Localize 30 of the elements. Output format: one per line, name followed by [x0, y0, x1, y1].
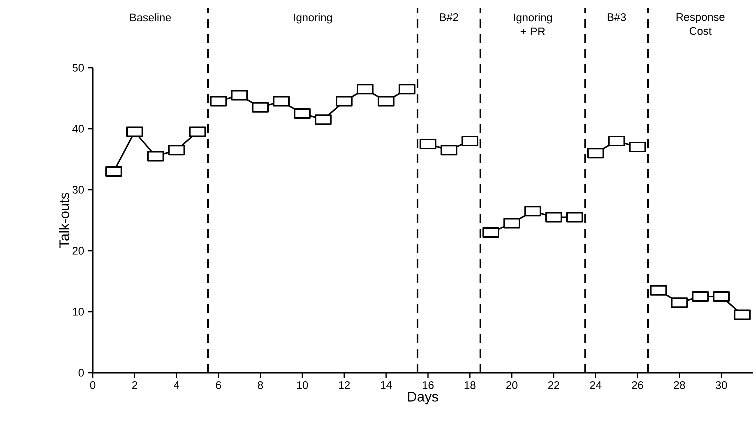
y-axis-title: Talk-outs [59, 193, 70, 248]
y-tick-label: 20 [72, 247, 84, 255]
x-tick-label: 2 [132, 382, 138, 390]
text: B#3 [608, 14, 626, 22]
x-tick-label: 20 [506, 382, 518, 390]
text: Ignoring + PR [514, 14, 552, 36]
x-tick-label: 16 [422, 382, 434, 390]
text: B#2 [440, 14, 458, 22]
x-tick-label: 26 [632, 382, 644, 390]
y-tick-label: 30 [72, 186, 84, 194]
y-tick-label: 0 [78, 369, 84, 377]
text: Baseline [130, 14, 172, 22]
x-tick-label: 8 [258, 382, 264, 390]
x-tick-label: 0 [90, 382, 96, 390]
y-tick-label: 40 [72, 125, 84, 133]
x-tick-label: 22 [548, 382, 560, 390]
text: Ignoring [294, 14, 332, 24]
x-axis-title: Days [408, 392, 438, 405]
x-tick-label: 4 [174, 382, 180, 390]
x-tick-label: 14 [381, 382, 392, 390]
x-tick-label: 18 [464, 382, 476, 390]
y-tick-label: 50 [72, 64, 84, 72]
x-tick-label: 12 [339, 382, 350, 390]
x-tick-label: 28 [674, 382, 686, 390]
x-tick-label: 6 [216, 382, 222, 390]
x-tick-label: 30 [716, 382, 728, 390]
text: Response Cost [676, 14, 725, 36]
y-tick-label: 10 [73, 308, 84, 316]
x-tick-label: 24 [590, 382, 602, 390]
x-tick-label: 10 [297, 382, 308, 390]
